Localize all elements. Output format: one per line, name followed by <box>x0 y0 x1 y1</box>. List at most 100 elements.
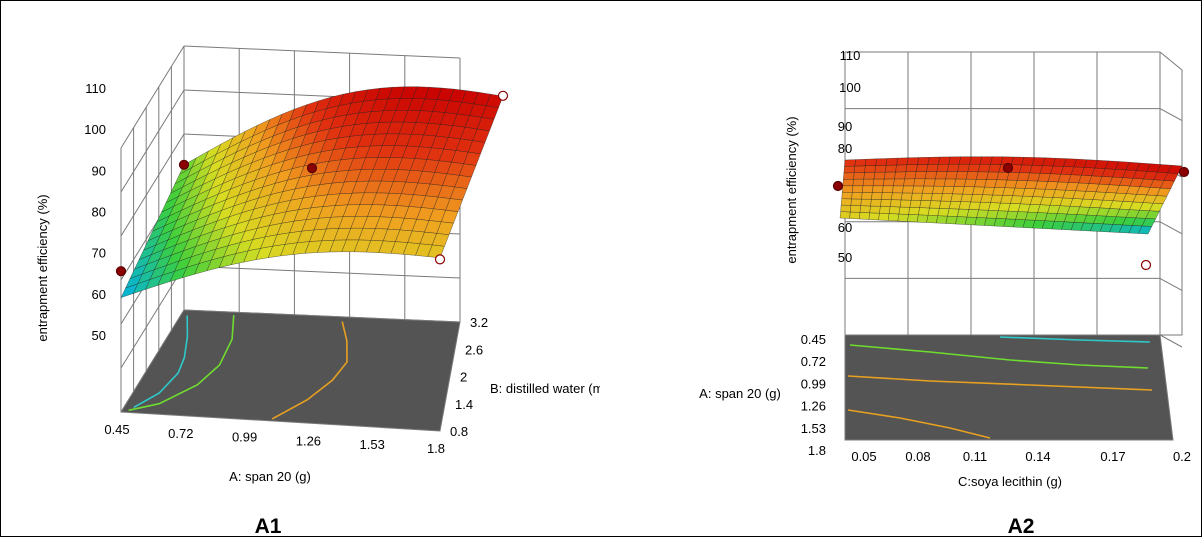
y-tick-label: 1.4 <box>455 397 473 412</box>
design-point <box>115 266 127 277</box>
surface-patch <box>1167 164 1183 174</box>
surface-patch <box>957 163 970 172</box>
surface-patch <box>862 185 874 193</box>
surface-patch <box>929 200 942 209</box>
surface-patch <box>859 205 871 214</box>
surface-patch <box>894 171 907 180</box>
surface-patch <box>937 208 950 217</box>
surface-patch <box>841 191 853 200</box>
surface-patch <box>948 156 962 165</box>
side-wall <box>1159 51 1183 336</box>
surface-patch <box>909 199 922 208</box>
wall-hline <box>120 133 185 237</box>
surface-patch <box>896 157 909 166</box>
surface-patch <box>884 164 897 173</box>
surface-patch <box>920 192 933 201</box>
surface-patch <box>915 164 929 172</box>
surface-patch <box>860 198 872 207</box>
z-tick-label: 90 <box>92 163 106 178</box>
surface-patch <box>927 156 941 165</box>
surface-patch <box>850 205 862 213</box>
z-tick-label: 110 <box>840 48 861 63</box>
surface-patch <box>841 185 854 193</box>
surface-patch <box>897 213 909 222</box>
wall-hline <box>120 45 185 149</box>
surface-patch <box>936 163 950 172</box>
x-tick-label: 1.26 <box>296 433 321 448</box>
contour-line <box>128 315 235 412</box>
surface-patch <box>932 185 945 194</box>
x-tick-label: 1.53 <box>360 437 385 452</box>
surface-patch <box>953 178 967 187</box>
surface-patch <box>917 157 930 165</box>
x-tick-label: 1.8 <box>427 441 445 456</box>
wall-hline <box>1159 108 1183 122</box>
surface-patch <box>891 192 903 201</box>
surface-patch <box>873 171 886 180</box>
surface-patch <box>914 171 927 180</box>
z-tick-label: 100 <box>839 80 861 95</box>
surface-patch <box>912 185 925 194</box>
surface-patch <box>922 185 935 194</box>
z-tick-label: 50 <box>92 328 106 343</box>
floor-plane <box>120 309 461 432</box>
x-axis-title: A: span 20 (g) <box>229 469 311 484</box>
surface-patch <box>887 213 900 222</box>
design-points <box>115 90 509 277</box>
y-tick-label: 0.8 <box>450 424 468 439</box>
floor-contours <box>847 336 1153 439</box>
surface-patch <box>946 163 960 172</box>
surface-patch <box>967 163 981 173</box>
z-tick-label: 60 <box>92 287 106 302</box>
surface-patch <box>926 164 939 172</box>
x-tick-label: 0.11 <box>963 449 987 464</box>
surface-patch <box>942 186 955 195</box>
surface-plot-a1: 0.45 0.72 0.99 1.26 1.53 1.8 0.8 1.4 2 2.6 3.2 50 60… <box>35 45 600 537</box>
x-tick-label: 0.99 <box>232 430 257 445</box>
surface-patch <box>844 159 856 167</box>
surface-patch <box>859 212 870 220</box>
contour-line <box>849 344 1149 369</box>
design-point <box>306 163 318 174</box>
surface-patch <box>843 165 856 174</box>
surface-patch <box>854 158 867 167</box>
surface-patch <box>881 192 893 200</box>
design-point <box>497 90 509 101</box>
surface-patch <box>853 172 865 180</box>
surface-patch <box>902 185 914 194</box>
surface-patch <box>840 204 852 213</box>
surface-patch <box>930 193 943 202</box>
design-point <box>178 159 190 170</box>
y-tick-label: 3.2 <box>470 315 488 330</box>
surface-patch <box>885 157 898 166</box>
z-tick-label: 80 <box>92 205 106 220</box>
surface-patch <box>958 156 972 165</box>
surface-patch <box>872 178 885 187</box>
z-tick-label: 50 <box>838 250 852 265</box>
wall-hline <box>1159 277 1183 291</box>
surface-patch <box>899 199 912 208</box>
surface-patch <box>935 171 948 180</box>
surface-patch <box>926 214 939 224</box>
surface-patch <box>853 165 866 173</box>
design-point <box>1140 259 1152 271</box>
surface-patch <box>865 158 877 167</box>
surface-patch <box>958 201 971 210</box>
surface-patch <box>907 214 919 223</box>
wall-hline <box>120 89 185 193</box>
design-points <box>832 162 1190 271</box>
wall-hline <box>1159 221 1183 235</box>
surface-patch <box>868 212 880 221</box>
surface-patch <box>904 171 917 180</box>
surface-patch <box>906 157 919 166</box>
surface-patch <box>840 198 852 206</box>
surface-patch <box>880 199 892 207</box>
surface-patch <box>900 192 913 201</box>
surface-patch <box>910 192 923 201</box>
design-point <box>1178 166 1190 178</box>
surface-patch <box>918 207 930 216</box>
y-tick-label: 0.72 <box>801 354 826 369</box>
surface-patch <box>945 171 958 180</box>
z-tick-label: 90 <box>838 119 852 134</box>
